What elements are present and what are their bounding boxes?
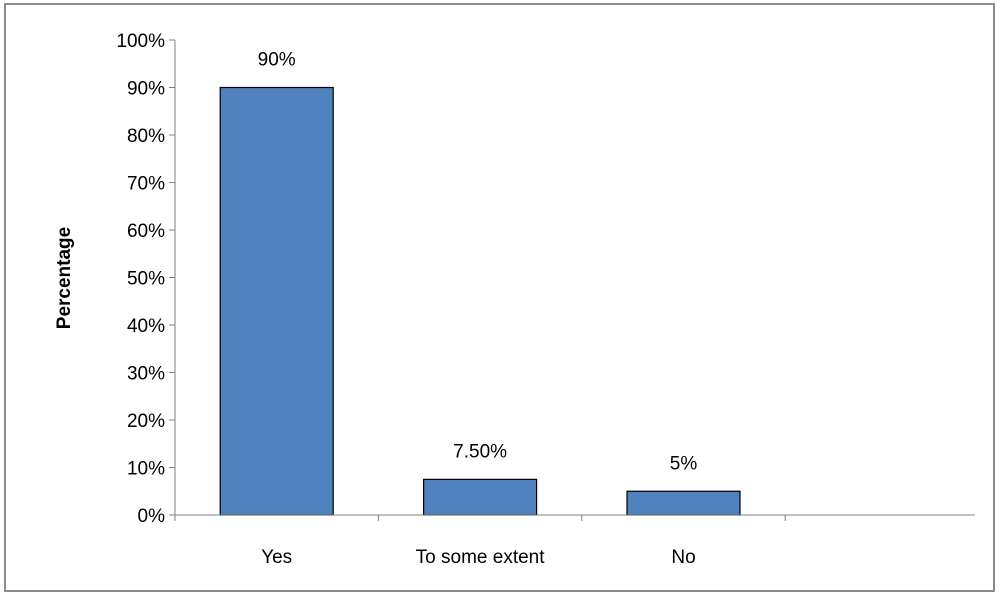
y-tick-label: 70%: [127, 174, 165, 195]
x-category-label: Yes: [261, 547, 292, 568]
y-tick-label: 10%: [127, 459, 165, 480]
y-tick-label: 40%: [127, 316, 165, 337]
y-tick-label: 80%: [127, 126, 165, 147]
y-tick-label: 50%: [127, 269, 165, 290]
y-tick-label: 30%: [127, 364, 165, 385]
y-axis-title: Percentage: [54, 227, 75, 329]
x-axis: Yes To some extent No: [174, 514, 975, 568]
data-label: 7.50%: [453, 441, 507, 462]
bar: [219, 86, 334, 516]
y-tick-label: 100%: [116, 31, 165, 52]
x-category-label: No: [671, 547, 695, 568]
bar: [423, 478, 538, 516]
data-label: 90%: [258, 50, 296, 71]
y-tick-label: 20%: [127, 411, 165, 432]
y-axis: 0% 10% 20% 30% 40% 50% 60% 70% 80% 90% 100%: [116, 31, 176, 527]
bars: 90% 7.50% 5%: [219, 50, 741, 516]
bar: [626, 490, 741, 516]
y-tick-label: 90%: [127, 79, 165, 100]
data-label: 5%: [670, 453, 698, 474]
y-tick-label: 60%: [127, 221, 165, 242]
x-category-label: To some extent: [416, 547, 546, 568]
y-tick-label: 0%: [138, 506, 166, 527]
